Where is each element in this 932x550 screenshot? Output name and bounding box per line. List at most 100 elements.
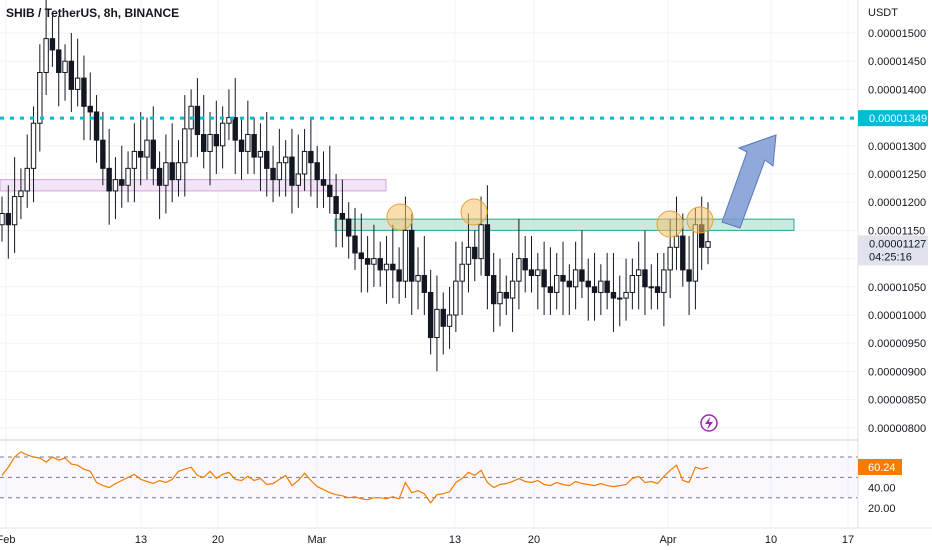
candle-body (219, 122, 226, 147)
candle-body (175, 162, 182, 181)
candle-body (434, 308, 440, 339)
candle-body (251, 134, 257, 158)
candle-body (144, 139, 150, 158)
candle-body (201, 134, 207, 152)
resistance-touch-circle (686, 206, 714, 234)
candle-body (169, 162, 175, 181)
candle-body (617, 297, 623, 300)
candle-body (81, 77, 87, 107)
candle-body (301, 150, 308, 175)
last-price-label: 0.00001127 (869, 238, 926, 250)
candle-body (528, 269, 535, 277)
time-tick-label: 10 (765, 534, 777, 546)
candle-body (623, 291, 629, 299)
price-tick-label: 0.00001500 (868, 28, 926, 40)
candle-body (352, 235, 358, 254)
flash-icon-bolt (705, 417, 713, 430)
candle-body (163, 162, 169, 186)
candle-body (572, 269, 579, 288)
candle-body (74, 77, 81, 90)
candle-body (62, 60, 68, 73)
candle-body (156, 167, 163, 186)
candle-body (610, 291, 617, 299)
candle-body (257, 150, 264, 158)
candle-body (598, 280, 604, 293)
candle-body (686, 269, 692, 282)
candle-body (453, 280, 459, 316)
candle-body (409, 229, 415, 282)
candle-body (560, 275, 566, 282)
candle-body (446, 314, 453, 327)
candle-body (440, 308, 446, 327)
time-tick-label: Mar (308, 534, 327, 546)
key-level-badge (858, 110, 928, 127)
candle-body (459, 263, 465, 282)
candle-body (554, 275, 560, 293)
candle-body (112, 179, 119, 192)
candle-body (635, 269, 642, 277)
price-tick-label: 0.00001300 (868, 141, 926, 153)
candle-body (308, 150, 314, 164)
candle-body (465, 246, 472, 265)
candle-body (100, 139, 106, 169)
candle-body (125, 167, 131, 186)
candle-body (87, 105, 93, 113)
candle-body (0, 212, 5, 226)
candle-body (364, 258, 371, 265)
candle-body (490, 275, 497, 305)
candle-body (56, 49, 62, 73)
time-tick-label: 17 (842, 534, 854, 546)
candle-body (371, 258, 377, 265)
resistance-touch-circle (460, 198, 488, 226)
candle-body (503, 291, 509, 299)
candle-body (427, 291, 434, 339)
candle-body (43, 38, 49, 73)
candle-body (522, 258, 528, 271)
candle-body (245, 134, 251, 152)
rsi-line (1, 451, 709, 504)
candle-body (24, 167, 30, 192)
candle-body (213, 134, 220, 147)
candle-body (396, 269, 402, 282)
candle-body (345, 218, 352, 237)
candle-body (11, 196, 18, 226)
candle-body (585, 280, 591, 288)
price-tick-label: 0.00000900 (868, 366, 926, 378)
price-tick-label: 0.00001450 (868, 56, 926, 68)
price-tick-label: 0.00001150 (868, 225, 925, 237)
chart-title: SHIB / TetherUS, 8h, BINANCE (6, 6, 180, 20)
candle-body (333, 196, 339, 214)
candle-body (591, 286, 598, 293)
price-tick-label: 0.00001000 (868, 310, 926, 322)
candle-body (194, 105, 201, 136)
candle-body (390, 263, 396, 271)
candle-body (478, 224, 484, 260)
projection-arrow (721, 134, 777, 229)
time-tick-label: Feb (0, 534, 15, 546)
price-tick-label: 0.00001250 (868, 169, 926, 181)
candle-body (150, 139, 156, 169)
candle-body (383, 263, 390, 271)
candle-body (327, 184, 333, 198)
candle-body (547, 286, 554, 293)
candle-body (276, 162, 283, 181)
candle-body (654, 286, 661, 293)
candle-body (232, 117, 238, 141)
countdown-label: 04:25:16 (869, 251, 912, 263)
candle-body (604, 280, 610, 293)
candle-body (68, 60, 75, 90)
candle-body (18, 190, 24, 198)
candle-body (49, 38, 56, 51)
price-unit-label: USDT (868, 7, 898, 19)
candle-body (238, 139, 245, 152)
candle-body (541, 269, 547, 288)
candle-body (131, 150, 138, 169)
candle-body (182, 128, 188, 164)
candle-body (692, 224, 699, 282)
rsi-pane (0, 439, 858, 504)
candle-body (106, 167, 112, 192)
price-tick-label: 0.00000850 (868, 395, 926, 407)
candle-body (358, 252, 365, 260)
price-tick-label: 0.00001050 (868, 282, 926, 294)
